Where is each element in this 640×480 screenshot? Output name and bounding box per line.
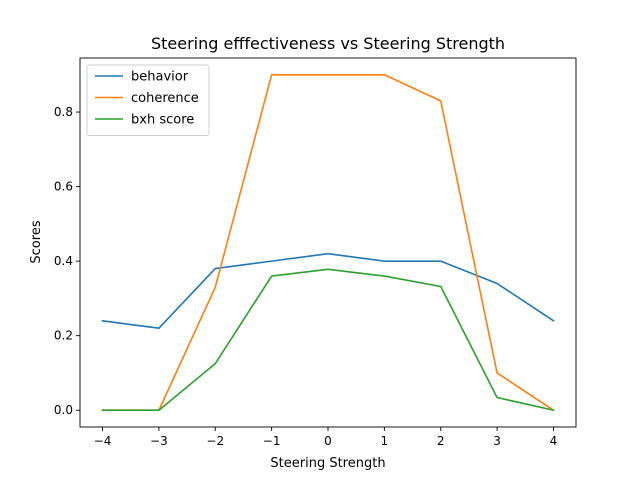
legend: behavior coherence bxh score [86,64,210,136]
y-tick-label: 0.4 [54,254,73,268]
x-tick-label: 2 [437,434,445,448]
x-tick-label: −2 [206,434,224,448]
legend-box [86,64,210,136]
y-tick-label: 0.2 [54,329,73,343]
series-line-behavior [101,252,555,330]
x-tick-label: −4 [94,434,112,448]
x-tick-label: −3 [150,434,168,448]
plot-area [101,73,555,412]
y-tick-label: 0.0 [54,403,73,417]
chart-title: Steering efffectiveness vs Steering Stre… [151,34,505,53]
legend-label: bxh score [131,113,194,128]
y-axis-label: Scores [29,220,44,263]
y-tick-label: 0.8 [54,105,73,119]
x-tick-label: −1 [263,434,281,448]
series-line-coherence [101,73,555,412]
x-tick-label: 4 [550,434,558,448]
series-line-bxh-score [101,268,555,412]
x-axis-label: Steering Strength [270,456,385,471]
legend-label: behavior [131,70,189,85]
axes: −4 −3 −2 −1 0 1 2 3 4 0.0 0.2 0.4 0.6 0.8 [54,57,577,448]
x-tick-label: 0 [324,434,332,448]
legend-label: coherence [131,91,199,106]
x-tick-label: 1 [381,434,389,448]
y-tick-label: 0.6 [54,180,73,194]
x-tick-label: 3 [493,434,501,448]
